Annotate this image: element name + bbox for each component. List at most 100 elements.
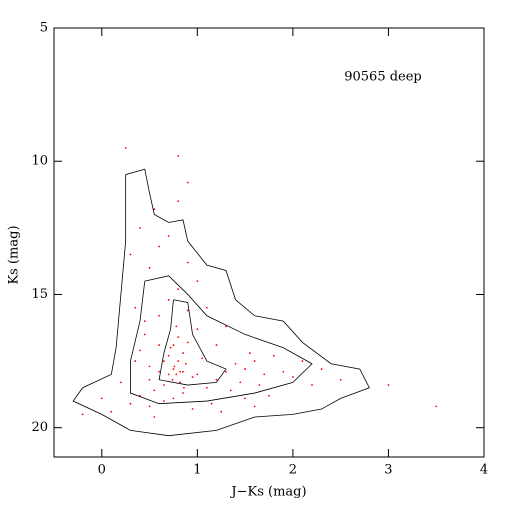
point bbox=[244, 397, 247, 400]
x-axis-label: J−Ks (mag) bbox=[229, 485, 306, 500]
y-tick-label: 5 bbox=[40, 21, 48, 36]
point bbox=[167, 234, 170, 237]
point bbox=[139, 349, 141, 352]
annotation: 90565 deep bbox=[344, 70, 422, 85]
point bbox=[171, 378, 174, 381]
x-tick-label: 0 bbox=[98, 463, 106, 478]
point bbox=[205, 386, 208, 389]
point bbox=[100, 397, 103, 400]
point bbox=[134, 306, 137, 309]
point bbox=[148, 266, 151, 269]
point bbox=[172, 397, 175, 400]
point bbox=[162, 400, 165, 402]
y-tick-label: 10 bbox=[31, 154, 48, 169]
point bbox=[162, 384, 165, 386]
point bbox=[272, 354, 275, 357]
point bbox=[186, 261, 189, 264]
point bbox=[320, 368, 323, 370]
point bbox=[158, 245, 161, 248]
point bbox=[173, 365, 176, 368]
point bbox=[186, 181, 189, 184]
point bbox=[143, 333, 146, 336]
x-tick-label: 1 bbox=[193, 463, 201, 478]
point bbox=[81, 413, 84, 416]
point bbox=[435, 405, 438, 408]
point bbox=[268, 394, 270, 397]
point bbox=[172, 368, 175, 370]
point bbox=[301, 360, 304, 362]
point bbox=[210, 402, 213, 405]
point bbox=[139, 226, 141, 229]
point bbox=[196, 373, 199, 376]
point bbox=[311, 384, 313, 386]
point bbox=[220, 410, 223, 413]
point bbox=[167, 373, 170, 376]
point bbox=[129, 253, 132, 256]
x-tick-label: 2 bbox=[289, 463, 297, 478]
point bbox=[258, 384, 261, 386]
x-tick-label: 4 bbox=[480, 463, 488, 478]
x-tick-label: 3 bbox=[384, 463, 392, 478]
point bbox=[182, 370, 184, 373]
point bbox=[158, 370, 161, 373]
point bbox=[177, 288, 180, 291]
point bbox=[162, 360, 165, 362]
point bbox=[253, 405, 256, 408]
point bbox=[196, 280, 199, 283]
point bbox=[175, 373, 178, 376]
point bbox=[291, 376, 294, 378]
point bbox=[183, 386, 185, 389]
point bbox=[186, 341, 189, 344]
contour bbox=[72, 168, 370, 437]
point bbox=[201, 357, 204, 360]
point bbox=[167, 354, 170, 357]
point bbox=[110, 410, 113, 413]
y-tick-label: 20 bbox=[31, 420, 48, 435]
point bbox=[239, 381, 242, 384]
contour bbox=[130, 275, 313, 405]
point bbox=[339, 378, 342, 381]
point bbox=[177, 360, 180, 362]
point bbox=[179, 381, 182, 384]
point bbox=[191, 408, 194, 410]
point bbox=[234, 362, 237, 365]
point bbox=[191, 376, 194, 378]
point bbox=[179, 370, 182, 373]
point bbox=[263, 373, 266, 376]
point bbox=[205, 306, 208, 309]
y-tick-label: 15 bbox=[31, 287, 48, 302]
point bbox=[225, 325, 227, 328]
point bbox=[248, 352, 251, 354]
point bbox=[153, 208, 156, 211]
point bbox=[282, 370, 285, 373]
point bbox=[167, 298, 170, 301]
point bbox=[172, 344, 175, 346]
point bbox=[177, 200, 180, 203]
point bbox=[148, 405, 151, 408]
contour bbox=[158, 299, 227, 386]
plot-frame bbox=[53, 27, 485, 458]
point bbox=[153, 389, 156, 392]
point bbox=[387, 384, 390, 386]
point bbox=[215, 378, 218, 381]
y-axis-label: Ks (mag) bbox=[7, 225, 22, 284]
point bbox=[186, 309, 189, 312]
point bbox=[229, 389, 232, 392]
point bbox=[182, 392, 184, 394]
point bbox=[253, 360, 256, 362]
point bbox=[182, 352, 184, 354]
point bbox=[148, 378, 151, 381]
point bbox=[124, 147, 127, 149]
point bbox=[169, 346, 172, 349]
point bbox=[177, 336, 180, 338]
point bbox=[119, 381, 122, 384]
point bbox=[175, 325, 178, 328]
point bbox=[143, 320, 146, 323]
point bbox=[177, 155, 180, 157]
point bbox=[184, 362, 187, 365]
point bbox=[153, 416, 156, 418]
point bbox=[225, 370, 227, 373]
point bbox=[244, 368, 247, 370]
